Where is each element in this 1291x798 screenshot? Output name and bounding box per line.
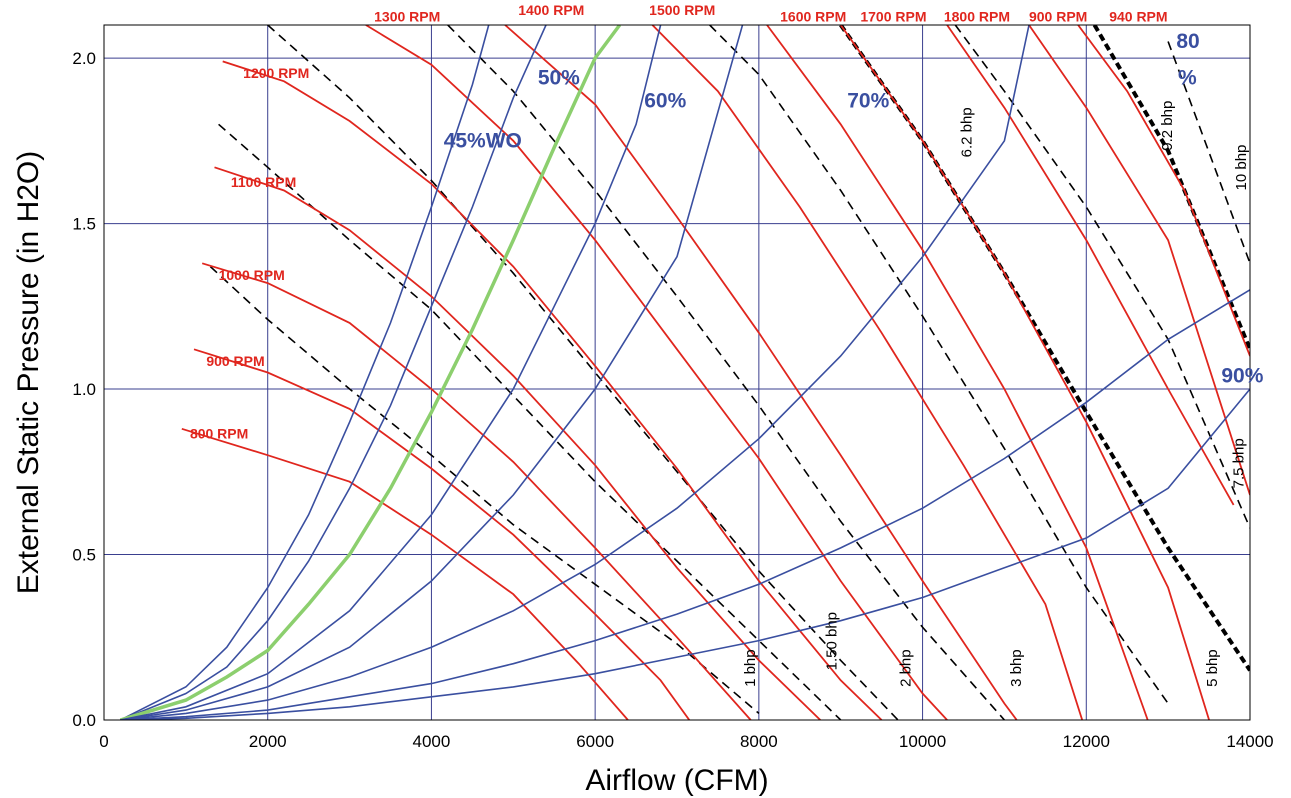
rpm-label: 900 RPM [206, 353, 264, 369]
bhp-label: 6.2 bhp [959, 107, 976, 157]
rpm-curve-1700-rpm [839, 25, 1210, 720]
wide-open-label: 50% [538, 67, 580, 90]
y-tick-label: 1.0 [72, 380, 96, 399]
wide-open-curve-70pct [120, 25, 1030, 720]
wide-open-label: 70% [847, 90, 889, 113]
rpm-curve-1000-rpm [201, 262, 752, 720]
x-tick-label: 2000 [249, 732, 287, 751]
rpm-label: 1100 RPM [231, 174, 296, 190]
rpm-label: 1000 RPM [219, 267, 285, 283]
y-tick-label: 0.0 [72, 711, 96, 730]
x-axis-title: Airflow (CFM) [585, 764, 768, 797]
bhp-label: 1 bhp [742, 649, 759, 687]
bhp-curve-3-bhp [447, 25, 1005, 720]
rpm-label: 1500 RPM [649, 2, 715, 18]
bhp-curve-1-bhp [209, 266, 760, 715]
rpm-label: 1600 RPM [780, 9, 846, 25]
y-tick-label: 2.0 [72, 49, 96, 68]
y-tick-label: 0.5 [72, 546, 96, 565]
wide-open-label: 80 [1176, 30, 1199, 53]
rpm-label: 1800 RPM [944, 9, 1010, 25]
rpm-curve-1500-rpm [651, 25, 1084, 720]
rpm-curves [181, 25, 1250, 720]
wide-open-label: % [1178, 67, 1197, 90]
bhp-labels: 1 bhp 1.50 bhp 2 bhp 3 bhp 5 bhp 6.2 bhp 7.5 b… [742, 101, 1250, 687]
bhp-curve-2-bhp [267, 25, 899, 720]
bhp-curve-6-2-bhp [839, 25, 1250, 672]
rpm-curve-1400-rpm [504, 25, 1018, 720]
wide-open-label: 90% [1221, 364, 1263, 387]
wide-open-curve-90pct [120, 388, 1250, 720]
wide-open-curve-highlight [119, 25, 622, 720]
plot-frame [103, 24, 1251, 721]
y-tick-label: 1.5 [72, 215, 96, 234]
rpm-curve-1800-rpm [946, 25, 1235, 506]
bhp-curves [209, 25, 1250, 720]
rpm-curve-1940-rpm [1077, 25, 1250, 357]
x-tick-label: 10000 [899, 732, 946, 751]
bhp-curve-5-bhp [709, 25, 1169, 704]
wide-open-curve-55pct [120, 25, 662, 720]
bhp-curve-10-bhp [1167, 41, 1250, 264]
rpm-curve-1600-rpm [766, 25, 1149, 720]
wide-open-label: 60% [644, 90, 686, 113]
x-tick-label: 0 [99, 732, 108, 751]
rpm-curve-800-rpm [181, 427, 629, 720]
rpm-label: 1200 RPM [243, 65, 309, 81]
rpm-curve-900-rpm [193, 348, 691, 720]
y-axis-title: External Static Pressure (in H2O) [12, 151, 45, 594]
rpm-label: 1700 RPM [860, 9, 926, 25]
bhp-label: 5 bhp [1204, 649, 1221, 687]
rpm-curve-1900-rpm [1028, 25, 1250, 496]
rpm-curve-1200-rpm [222, 60, 883, 720]
bhp-label: 9.2 bhp [1159, 101, 1176, 151]
x-tick-label: 4000 [413, 732, 451, 751]
bhp-label: 7.5 bhp [1230, 438, 1247, 488]
rpm-curve-1300-rpm [365, 25, 948, 720]
rpm-label: 900 RPM [1029, 9, 1087, 25]
wide-open-curve-45pctwo [120, 25, 490, 720]
wide-open-curve-80pct [120, 289, 1250, 720]
wide-open-labels: 45%WO 50% 60% 70% 80% 90% [444, 30, 1264, 387]
x-tick-labels: 0 2000 4000 6000 8000 10000 12000 14000 [99, 732, 1273, 751]
bhp-curve-9-2-bhp [1092, 25, 1250, 351]
bhp-curve-1-50-bhp [218, 123, 842, 720]
rpm-label: 940 RPM [1109, 9, 1167, 25]
bhp-label: 3 bhp [1008, 649, 1025, 687]
x-tick-label: 14000 [1226, 732, 1273, 751]
x-tick-label: 6000 [576, 732, 614, 751]
y-tick-labels: 0.0 0.5 1.0 1.5 2.0 [72, 49, 96, 730]
x-tick-label: 12000 [1063, 732, 1110, 751]
bhp-label: 2 bhp [897, 649, 914, 687]
wide-open-label: 45%WO [444, 129, 522, 152]
wide-open-curve-50pct [120, 25, 547, 720]
wide-open-curve-60pct [120, 25, 744, 720]
rpm-curve-1100-rpm [214, 166, 821, 720]
wide-open-curves [119, 25, 1250, 720]
bhp-label: 10 bhp [1233, 145, 1250, 191]
rpm-label: 800 RPM [190, 426, 248, 442]
grid-lines [103, 25, 1251, 721]
rpm-label: 1300 RPM [374, 9, 440, 25]
x-tick-label: 8000 [740, 732, 778, 751]
bhp-label: 1.50 bhp [824, 612, 841, 670]
rpm-label: 1400 RPM [518, 2, 584, 18]
rpm-labels: 800 RPM 900 RPM 1000 RPM 1100 RPM 1200 RPM 13… [190, 2, 1168, 442]
